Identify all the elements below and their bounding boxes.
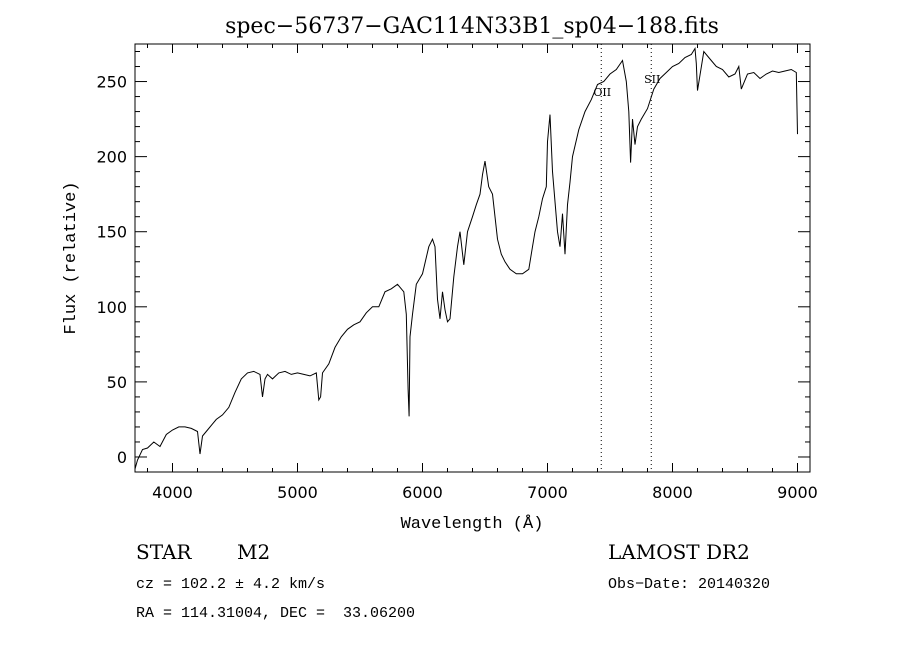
- obs-date-readout: Obs−Date: 20140320: [608, 576, 771, 593]
- x-tick-label: 6000: [402, 483, 443, 502]
- x-tick-label: 7000: [527, 483, 568, 502]
- survey-label: LAMOST DR2: [608, 540, 750, 564]
- object-class: STAR: [136, 540, 192, 564]
- object-subclass: M2: [237, 540, 271, 564]
- spectrum-line: [134, 46, 798, 470]
- plot-frame: [134, 43, 811, 473]
- coordinates-readout: RA = 114.31004, DEC = 33.06200: [136, 605, 416, 622]
- axis-tick-labels: 4000 5000 6000 7000 8000 9000 0 50 100 150 200 250: [96, 73, 817, 502]
- x-tick-label: 9000: [777, 483, 818, 502]
- y-tick-label: 0: [117, 448, 127, 467]
- x-axis-label: Wavelength (Å): [401, 515, 544, 534]
- redshift-readout: cz = 102.2 ± 4.2 km/s: [136, 576, 326, 593]
- x-tick-label: 8000: [652, 483, 693, 502]
- x-tick-label: 4000: [152, 483, 193, 502]
- y-tick-label: 100: [96, 298, 127, 317]
- y-tick-label: 50: [107, 373, 127, 392]
- y-tick-label: 250: [96, 73, 127, 92]
- emission-line-markers: OII SII: [593, 44, 660, 472]
- chart-title: spec−56737−GAC114N33B1_sp04−188.fits: [225, 14, 719, 39]
- y-axis-label: Flux (relative): [62, 181, 81, 334]
- y-tick-label: 200: [96, 148, 127, 167]
- sii-marker-label: SII: [644, 73, 660, 86]
- y-tick-label: 150: [96, 223, 127, 242]
- oii-marker-label: OII: [593, 86, 611, 99]
- axis-ticks: [135, 44, 810, 473]
- x-tick-label: 5000: [277, 483, 318, 502]
